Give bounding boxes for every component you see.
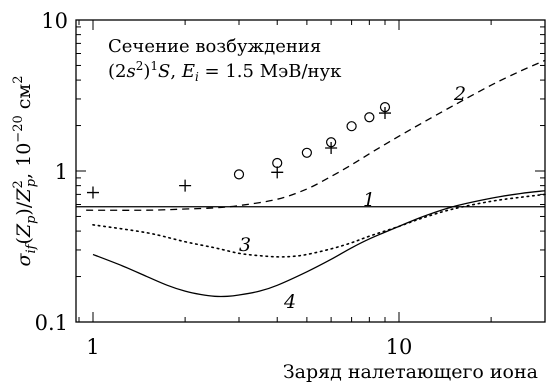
y-axis-title: σif(Zp)/Z2p, 10−20 см2 <box>11 75 39 266</box>
curve-label-3: 3 <box>239 234 251 256</box>
circle-marker <box>272 157 283 169</box>
plus-marker <box>271 166 284 179</box>
curve-label-2: 2 <box>453 83 466 105</box>
x-axis-title: Заряд налетающего иона <box>283 361 538 382</box>
curve-2-dashed <box>86 59 546 211</box>
circle-marker <box>301 147 312 158</box>
x-tick-label: 10 <box>386 335 413 359</box>
tick-labels: 1 10 0.1 1 10 <box>35 9 413 359</box>
circle-marker <box>233 169 245 180</box>
curve-3-dotted <box>92 193 546 258</box>
y-tick-label: 0.1 <box>35 311 68 335</box>
curve-4-solid <box>92 190 546 298</box>
plus-marker <box>378 107 391 120</box>
plus-marker <box>179 179 192 192</box>
annotation-line-1: Сечение возбуждения <box>108 36 321 57</box>
plot-content <box>76 59 546 298</box>
curve-label-4: 4 <box>283 291 296 313</box>
circle-marker <box>346 121 357 132</box>
curve-labels: 1 2 3 4 <box>239 83 466 313</box>
plus-marker <box>325 142 338 155</box>
x-tick-label: 1 <box>86 335 99 359</box>
plus-marker <box>86 186 99 199</box>
ticks <box>76 19 546 323</box>
y-tick-label: 1 <box>55 160 68 184</box>
annotation-line-2: (2s2)1S, Ei = 1.5 МэВ/нук <box>108 59 342 84</box>
y-tick-label: 10 <box>41 9 68 33</box>
curve-label-1: 1 <box>363 189 375 211</box>
circle-marker <box>364 112 375 123</box>
